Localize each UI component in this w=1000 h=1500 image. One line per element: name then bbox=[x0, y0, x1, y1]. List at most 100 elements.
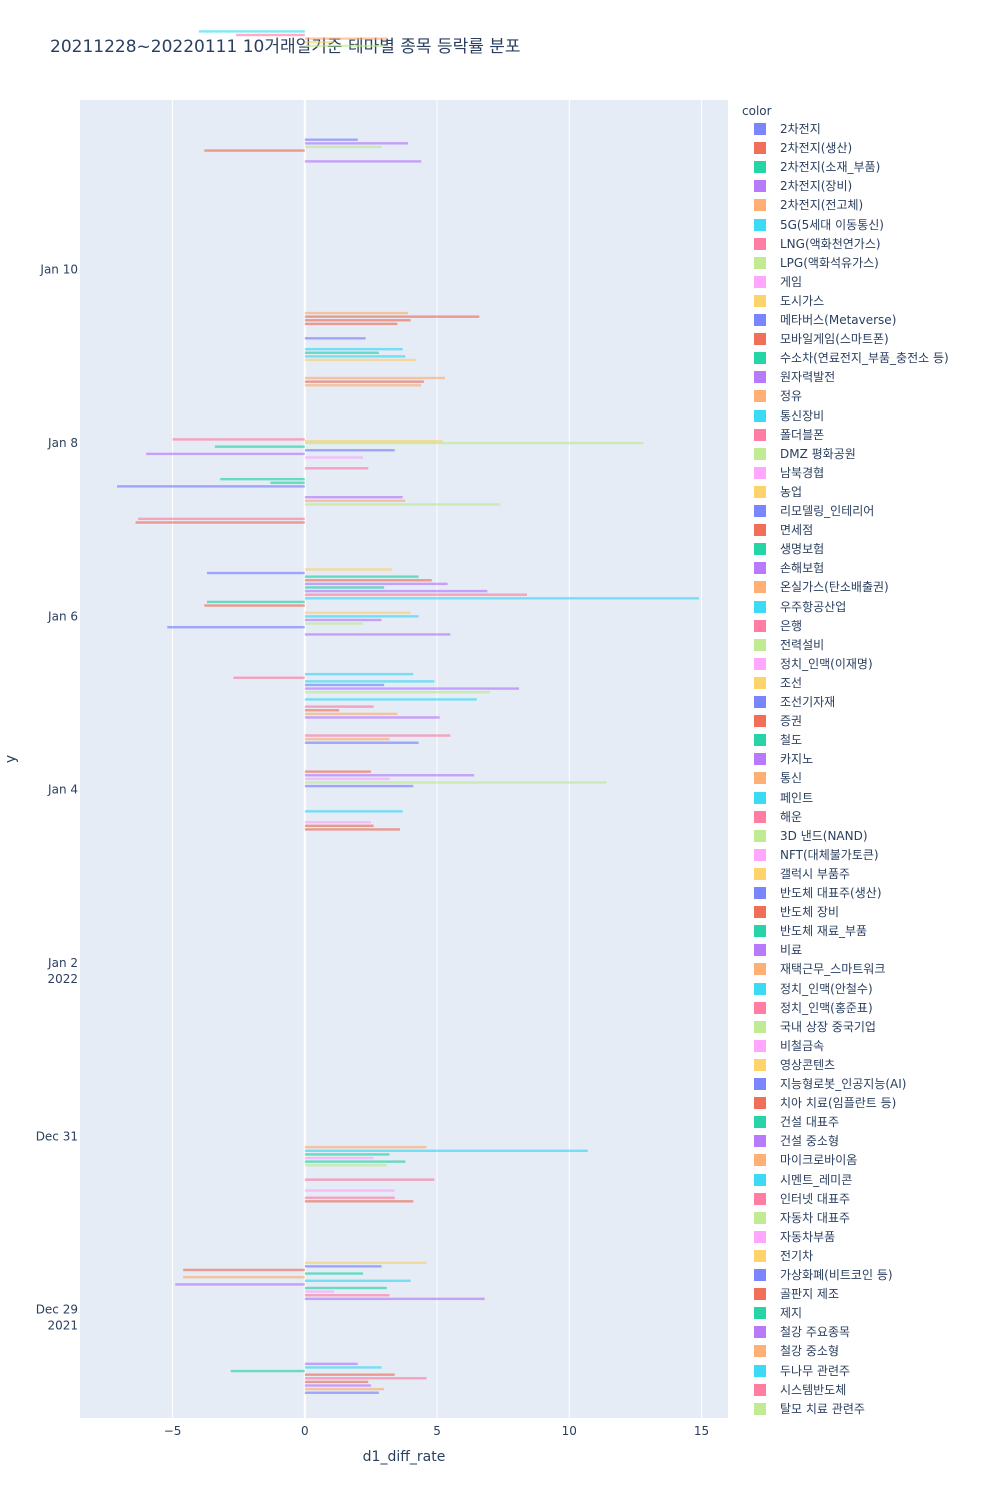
legend-item[interactable]: LPG(액화석유가스) bbox=[754, 254, 879, 273]
bar[interactable] bbox=[304, 741, 419, 744]
bar[interactable] bbox=[304, 1290, 334, 1293]
bar[interactable] bbox=[304, 160, 422, 163]
bar[interactable] bbox=[304, 1377, 427, 1380]
bar[interactable] bbox=[304, 499, 406, 503]
bar[interactable] bbox=[304, 737, 390, 741]
bar[interactable] bbox=[304, 683, 385, 687]
bar[interactable] bbox=[304, 575, 419, 578]
bar[interactable] bbox=[304, 716, 440, 719]
bar[interactable] bbox=[304, 774, 475, 777]
bar[interactable] bbox=[304, 1380, 369, 1384]
bar[interactable] bbox=[304, 579, 432, 582]
bar[interactable] bbox=[304, 1384, 371, 1387]
legend-item[interactable]: 정치_인맥(홍준표) bbox=[754, 999, 873, 1018]
bar[interactable] bbox=[304, 1279, 411, 1282]
bar[interactable] bbox=[304, 1200, 414, 1203]
legend-item[interactable]: 탈모 치료 관련주 bbox=[754, 1400, 865, 1415]
bar[interactable] bbox=[304, 1294, 390, 1297]
legend-item[interactable]: 시스템반도체 bbox=[754, 1381, 846, 1400]
legend-item[interactable]: 두나무 관련주 bbox=[754, 1362, 850, 1381]
legend-item[interactable]: 반도체 대표주(생산) bbox=[754, 884, 882, 903]
bar[interactable] bbox=[304, 1366, 382, 1369]
legend-item[interactable]: 건설 대표주 bbox=[754, 1113, 839, 1132]
legend-item[interactable]: 인터넷 대표주 bbox=[754, 1190, 850, 1209]
bar[interactable] bbox=[304, 593, 527, 596]
bar[interactable] bbox=[138, 517, 305, 521]
legend-item[interactable]: 수소차(연료전지_부품_충전소 등) bbox=[754, 349, 949, 368]
bar[interactable] bbox=[304, 503, 501, 506]
bar[interactable] bbox=[304, 1149, 588, 1152]
legend-item[interactable]: 2차전지(전고체) bbox=[754, 196, 863, 215]
legend-item[interactable]: 정치_인맥(안철수) bbox=[754, 980, 873, 999]
bar[interactable] bbox=[172, 438, 305, 441]
bar[interactable] bbox=[304, 611, 411, 614]
legend-item[interactable]: 2차전지(생산) bbox=[754, 139, 852, 158]
legend-item[interactable]: 메타버스(Metaverse) bbox=[754, 311, 896, 330]
bar[interactable] bbox=[270, 481, 305, 484]
legend-item[interactable]: 온실가스(탄소배출권) bbox=[754, 578, 889, 597]
bar[interactable] bbox=[304, 615, 419, 618]
bar[interactable] bbox=[304, 734, 451, 737]
legend-item[interactable]: LNG(액화천연가스) bbox=[754, 235, 881, 254]
legend-item[interactable]: 비철금속 bbox=[754, 1037, 824, 1056]
bar[interactable] bbox=[304, 1153, 390, 1156]
legend-item[interactable]: 반도체 장비 bbox=[754, 903, 839, 922]
bar[interactable] bbox=[304, 315, 480, 318]
bar[interactable] bbox=[304, 1391, 379, 1394]
legend-item[interactable]: 카지노 bbox=[754, 750, 813, 769]
bar[interactable] bbox=[304, 810, 403, 813]
legend-item[interactable]: 2차전지(장비) bbox=[754, 177, 852, 196]
bar[interactable] bbox=[204, 604, 305, 607]
legend-item[interactable]: 철강 주요종목 bbox=[754, 1323, 850, 1342]
bar[interactable] bbox=[199, 30, 305, 33]
bar[interactable] bbox=[304, 633, 451, 636]
legend-item[interactable]: 통신장비 bbox=[754, 407, 824, 426]
bar[interactable] bbox=[304, 449, 395, 452]
legend-item[interactable]: 폴더블폰 bbox=[754, 426, 824, 445]
bar[interactable] bbox=[304, 456, 364, 459]
legend-item[interactable]: 건설 중소형 bbox=[754, 1132, 839, 1151]
bar[interactable] bbox=[183, 1268, 305, 1272]
legend-item[interactable]: 조선기자재 bbox=[754, 693, 835, 712]
bar[interactable] bbox=[206, 571, 305, 575]
bar[interactable] bbox=[304, 784, 414, 788]
bar[interactable] bbox=[304, 138, 358, 141]
bar[interactable] bbox=[135, 521, 305, 524]
legend-item[interactable]: 은행 bbox=[754, 617, 802, 636]
bar[interactable] bbox=[304, 41, 334, 44]
legend-item[interactable]: 리모델링_인테리어 bbox=[754, 502, 874, 521]
bar[interactable] bbox=[304, 1387, 385, 1391]
bar[interactable] bbox=[304, 347, 403, 351]
bar[interactable] bbox=[304, 582, 448, 586]
bar[interactable] bbox=[233, 676, 305, 679]
bar[interactable] bbox=[304, 355, 406, 358]
bar[interactable] bbox=[304, 712, 398, 716]
legend-item[interactable]: 통신 bbox=[754, 769, 802, 788]
legend-item[interactable]: 마이크로바이옴 bbox=[754, 1151, 857, 1170]
bar[interactable] bbox=[304, 1265, 382, 1268]
bar[interactable] bbox=[304, 586, 385, 589]
bar[interactable] bbox=[304, 824, 374, 828]
bar[interactable] bbox=[304, 690, 490, 694]
bar[interactable] bbox=[304, 1164, 387, 1167]
bar[interactable] bbox=[304, 37, 387, 40]
bar[interactable] bbox=[304, 1261, 427, 1264]
legend-item[interactable]: 재택근무_스마트워크 bbox=[754, 960, 885, 979]
bar[interactable] bbox=[304, 1145, 427, 1149]
bar[interactable] bbox=[214, 445, 305, 448]
legend-item[interactable]: 자동차 대표주 bbox=[754, 1209, 850, 1228]
bar[interactable] bbox=[304, 1373, 395, 1376]
legend-item[interactable]: 정치_인맥(이재명) bbox=[754, 655, 873, 674]
bar[interactable] bbox=[304, 1297, 485, 1301]
bar[interactable] bbox=[304, 597, 699, 600]
bar[interactable] bbox=[304, 770, 371, 773]
legend-item[interactable]: 우주항공산업 bbox=[754, 598, 846, 617]
bar[interactable] bbox=[304, 380, 424, 383]
legend-item[interactable]: 면세점 bbox=[754, 521, 813, 540]
bar[interactable] bbox=[117, 485, 305, 488]
bar[interactable] bbox=[304, 1286, 387, 1290]
bar[interactable] bbox=[304, 467, 369, 470]
legend-item[interactable]: 철도 bbox=[754, 731, 802, 750]
bar[interactable] bbox=[304, 1272, 364, 1275]
legend-item[interactable]: 원자력발전 bbox=[754, 368, 835, 387]
